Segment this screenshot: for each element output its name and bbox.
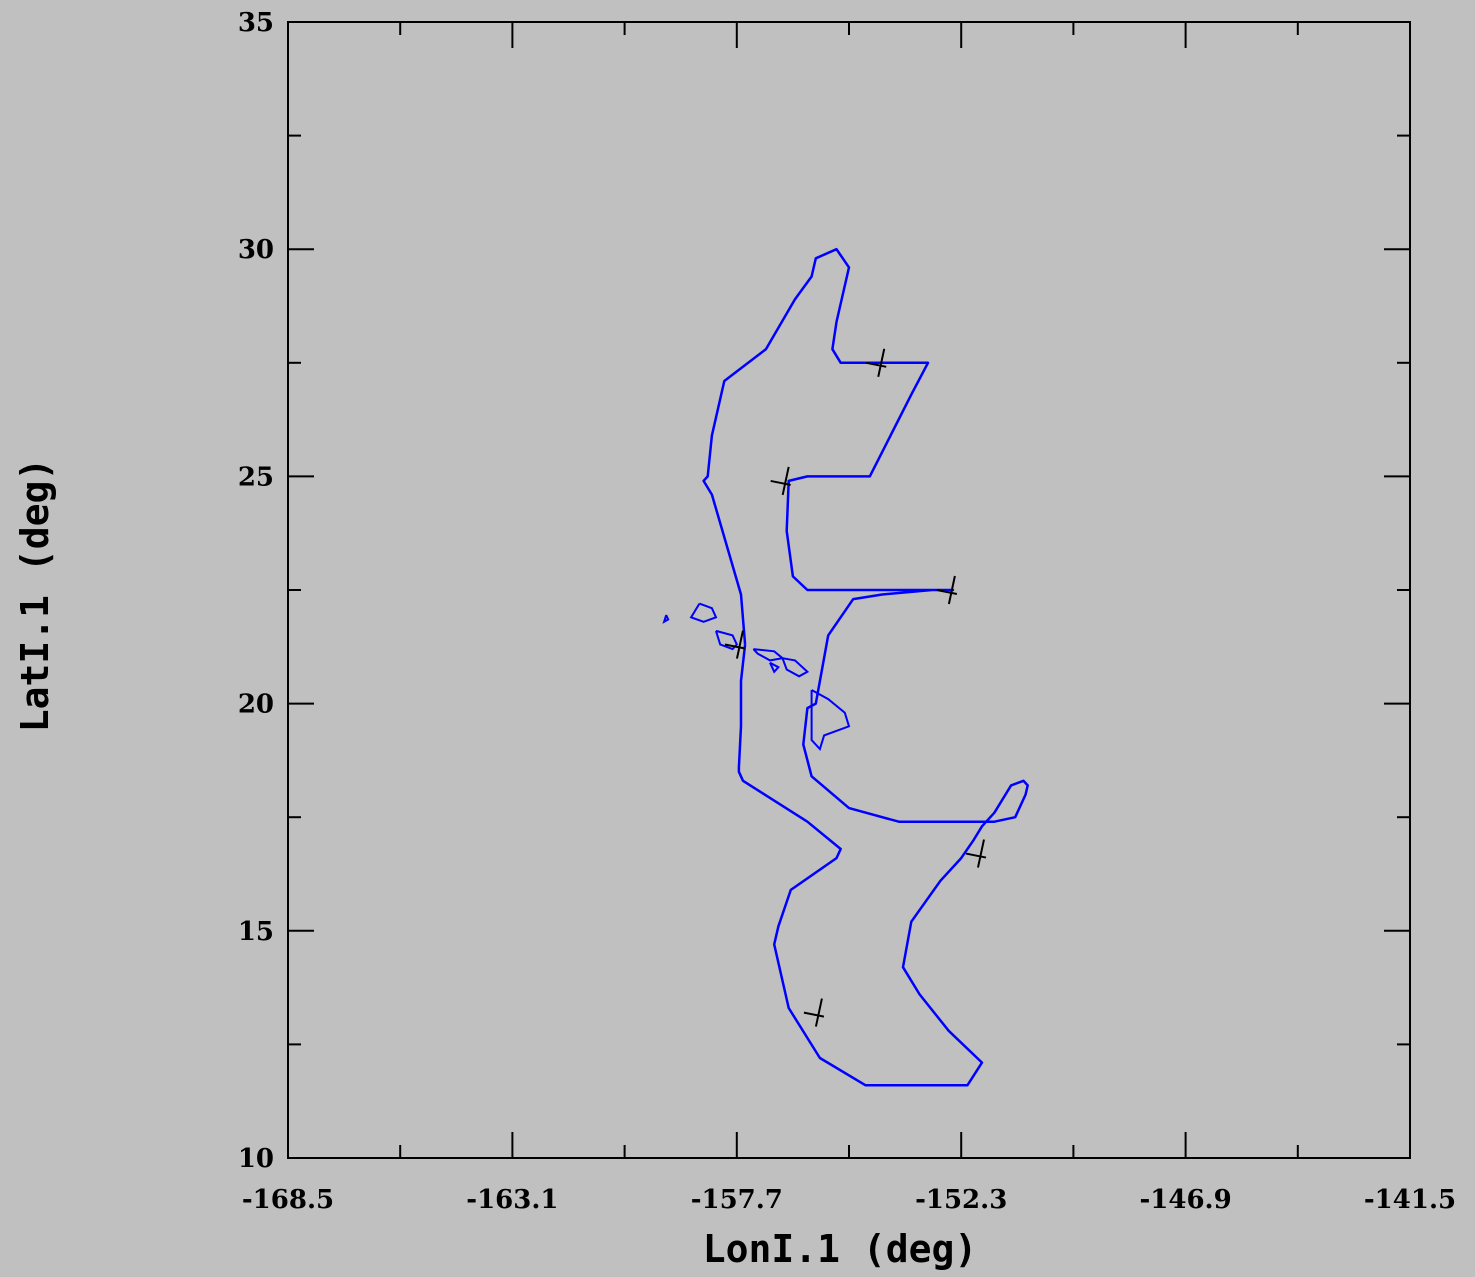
track-markers	[724, 348, 987, 1027]
coastline	[662, 614, 670, 624]
coastline	[810, 689, 851, 751]
y-tick-label: 10	[238, 1144, 274, 1174]
track-marker	[803, 998, 825, 1027]
track-marker	[965, 839, 987, 868]
x-tick-label: -141.5	[1364, 1185, 1456, 1215]
y-tick-label: 30	[238, 235, 274, 265]
coastline	[769, 661, 781, 674]
coastline	[689, 602, 718, 623]
x-tick-label: -163.1	[466, 1185, 558, 1215]
track-marker	[724, 630, 746, 659]
x-tick-label: -152.3	[915, 1185, 1007, 1215]
x-tick-label: -157.7	[691, 1185, 783, 1215]
coastline	[752, 648, 785, 662]
y-tick-label: 25	[238, 462, 274, 492]
y-tick-label: 20	[238, 690, 274, 720]
axis-ticks	[287, 21, 1411, 1159]
axis-tick-labels: -168.5 -163.1 -157.7 -152.3 -146.9 -141.5 10 15…	[238, 8, 1456, 1215]
track-marker	[866, 348, 887, 378]
y-axis-title: LatI.1 (deg)	[13, 458, 57, 733]
track-marker	[770, 466, 791, 496]
y-tick-label: 15	[238, 917, 274, 947]
track-marker	[936, 575, 958, 605]
y-tick-label: 35	[238, 8, 274, 38]
x-tick-label: -146.9	[1139, 1185, 1231, 1215]
coastline	[781, 657, 810, 678]
x-tick-label: -168.5	[242, 1185, 334, 1215]
x-axis-title: LonI.1 (deg)	[703, 1227, 978, 1271]
flight-track-line	[702, 247, 1029, 1087]
